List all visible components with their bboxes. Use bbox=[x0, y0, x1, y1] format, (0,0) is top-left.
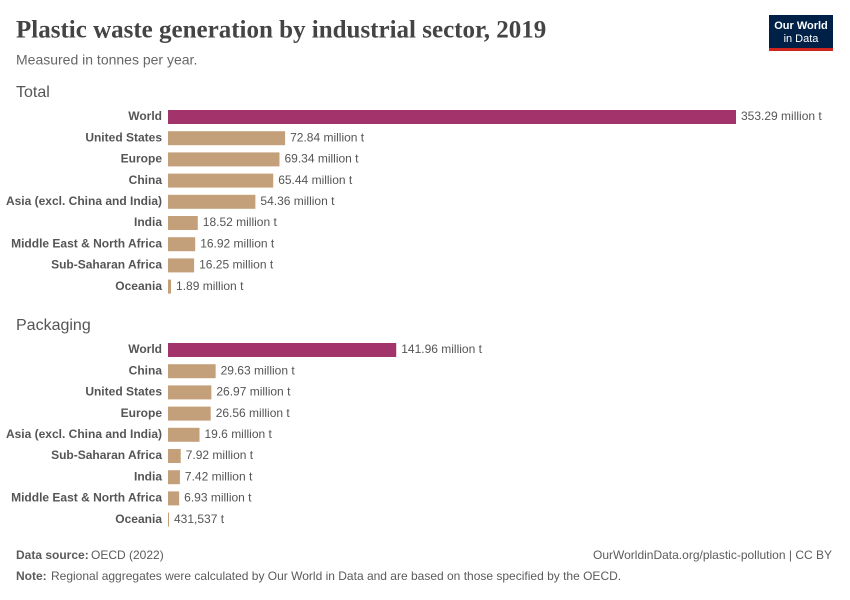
panel-title: Total bbox=[16, 84, 50, 101]
value-label: 16.92 million t bbox=[200, 236, 275, 250]
bar bbox=[168, 194, 256, 209]
bar bbox=[168, 491, 180, 506]
bar bbox=[168, 470, 180, 485]
category-label: Asia (excl. China and India) bbox=[6, 427, 162, 441]
category-label: India bbox=[134, 215, 162, 229]
note: Regional aggregates were calculated by O… bbox=[51, 569, 621, 583]
category-label: Europe bbox=[121, 406, 163, 420]
bar bbox=[168, 364, 216, 379]
category-label: India bbox=[134, 469, 162, 483]
bar bbox=[168, 449, 181, 463]
source: OECD (2022) bbox=[91, 548, 164, 562]
category-label: Oceania bbox=[115, 512, 162, 526]
value-label: 6.93 million t bbox=[184, 491, 252, 505]
value-label: 26.97 million t bbox=[216, 385, 291, 399]
bar bbox=[168, 343, 397, 357]
value-label: 7.92 million t bbox=[186, 448, 254, 462]
value-label: 431,537 t bbox=[174, 512, 225, 526]
bar bbox=[168, 173, 274, 188]
bar bbox=[168, 512, 169, 527]
value-label: 1.89 million t bbox=[176, 279, 244, 293]
page-title: Plastic waste generation by industrial s… bbox=[16, 17, 546, 44]
subtitle: Measured in tonnes per year. bbox=[16, 52, 197, 68]
category-label: United States bbox=[85, 385, 162, 399]
category-label: Middle East & North Africa bbox=[11, 236, 162, 250]
value-label: 18.52 million t bbox=[203, 215, 278, 229]
logo-underline bbox=[769, 48, 833, 51]
value-label: 7.42 million t bbox=[185, 469, 253, 483]
value-label: 26.56 million t bbox=[216, 406, 291, 420]
panel-title: Packaging bbox=[16, 317, 91, 334]
value-label: 141.96 million t bbox=[401, 342, 482, 356]
category-label: China bbox=[129, 363, 163, 377]
bar bbox=[168, 216, 198, 230]
value-label: 54.36 million t bbox=[260, 194, 335, 208]
bar bbox=[168, 385, 212, 400]
value-label: 19.6 million t bbox=[205, 427, 273, 441]
value-label: 353.29 million t bbox=[741, 109, 822, 123]
value-label: 69.34 million t bbox=[284, 152, 359, 166]
bar bbox=[168, 406, 211, 421]
source-label: Data source: bbox=[16, 548, 89, 562]
bar bbox=[168, 152, 280, 167]
value-label: 65.44 million t bbox=[278, 173, 353, 187]
value-label: 16.25 million t bbox=[199, 258, 274, 272]
bar bbox=[168, 258, 195, 273]
category-label: Oceania bbox=[115, 279, 162, 293]
note-label: Note: bbox=[16, 569, 47, 583]
category-label: Middle East & North Africa bbox=[11, 491, 162, 505]
bar bbox=[168, 279, 172, 294]
category-label: Sub-Saharan Africa bbox=[51, 258, 162, 272]
value-label: 29.63 million t bbox=[221, 363, 296, 377]
category-label: China bbox=[129, 173, 163, 187]
logo-text: in Data bbox=[784, 33, 820, 45]
bar bbox=[168, 427, 200, 442]
category-label: Europe bbox=[121, 152, 163, 166]
category-label: World bbox=[128, 109, 162, 123]
value-label: 72.84 million t bbox=[290, 130, 365, 144]
bar bbox=[168, 237, 196, 252]
logo-text: Our World bbox=[774, 20, 828, 32]
url: OurWorldinData.org/plastic-pollution | C… bbox=[593, 548, 832, 562]
bar bbox=[168, 131, 286, 146]
category-label: Asia (excl. China and India) bbox=[6, 194, 162, 208]
logo-box bbox=[769, 15, 833, 50]
bar bbox=[168, 110, 736, 124]
category-label: United States bbox=[85, 130, 162, 144]
category-label: World bbox=[128, 342, 162, 356]
category-label: Sub-Saharan Africa bbox=[51, 448, 162, 462]
